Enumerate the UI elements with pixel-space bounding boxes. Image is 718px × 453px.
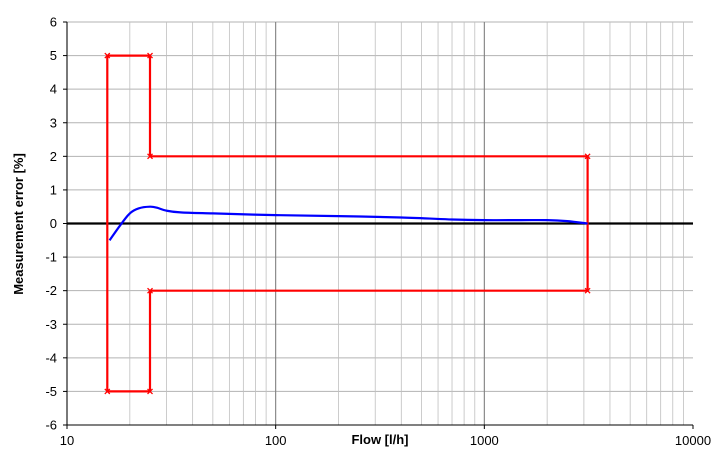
marker-stroke bbox=[584, 153, 591, 160]
y-tick-label: 3 bbox=[50, 115, 57, 130]
x-tick-label: 10000 bbox=[675, 433, 711, 448]
y-tick-label: 6 bbox=[50, 15, 57, 30]
y-tick-label: 4 bbox=[50, 82, 57, 97]
marker-stroke bbox=[147, 153, 153, 160]
limit-point-marker bbox=[147, 287, 153, 294]
plot-frame bbox=[63, 21, 694, 429]
y-tick-label: 1 bbox=[50, 182, 57, 197]
x-tick-label: 1000 bbox=[470, 433, 499, 448]
x-axis-label: Flow [l/h] bbox=[351, 432, 408, 447]
limit-point-marker bbox=[584, 153, 591, 160]
series-limit-envelope bbox=[104, 52, 591, 395]
limit-point-marker bbox=[104, 52, 111, 59]
y-tick-label: 2 bbox=[50, 149, 57, 164]
y-tick-label: -2 bbox=[45, 283, 57, 298]
y-tick-labels: 6 5 4 3 2 1 0 -1 -2 -3 -4 -5 -6 bbox=[45, 15, 57, 433]
x-tick-labels: 10 100 1000 10000 bbox=[60, 433, 711, 448]
limit-point-marker bbox=[584, 287, 591, 294]
series-measurement-curve bbox=[108, 205, 588, 241]
marker-stroke bbox=[147, 52, 153, 59]
y-tick-label: -1 bbox=[45, 250, 57, 265]
marker-stroke bbox=[104, 388, 111, 395]
limit-point-marker bbox=[147, 153, 153, 160]
x-tick-label: 10 bbox=[60, 433, 74, 448]
limit-point-marker bbox=[104, 388, 111, 395]
marker-stroke bbox=[584, 287, 591, 294]
x-tick-label: 100 bbox=[265, 433, 287, 448]
y-tick-label: 5 bbox=[50, 48, 57, 63]
limit-point-marker bbox=[147, 52, 153, 59]
y-tick-label: -4 bbox=[45, 350, 57, 365]
y-tick-label: -3 bbox=[45, 317, 57, 332]
marker-stroke bbox=[147, 287, 153, 294]
y-axis-label: Measurement error [%] bbox=[11, 153, 26, 295]
y-tick-label: -5 bbox=[45, 384, 57, 399]
marker-stroke bbox=[104, 52, 111, 59]
y-tick-label: -6 bbox=[45, 418, 57, 433]
measurement-error-curve bbox=[108, 205, 588, 241]
marker-stroke bbox=[147, 388, 153, 395]
limit-point-marker bbox=[147, 388, 153, 395]
y-tick-label: 0 bbox=[50, 216, 57, 231]
